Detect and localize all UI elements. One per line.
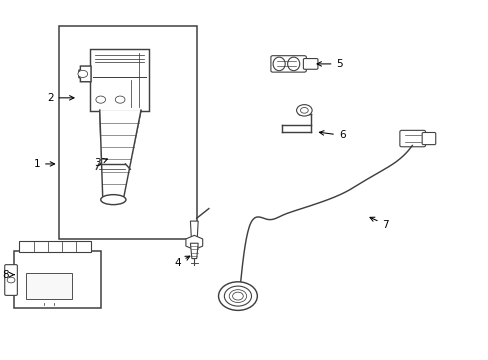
Circle shape xyxy=(232,292,243,300)
FancyBboxPatch shape xyxy=(421,132,435,145)
Circle shape xyxy=(7,277,15,283)
Text: 1: 1 xyxy=(33,159,55,169)
FancyBboxPatch shape xyxy=(14,251,101,307)
Circle shape xyxy=(300,108,307,113)
Bar xyxy=(59,26,196,239)
Polygon shape xyxy=(100,111,141,200)
Polygon shape xyxy=(79,66,91,82)
Circle shape xyxy=(224,286,251,306)
Circle shape xyxy=(296,105,311,116)
Text: 5: 5 xyxy=(316,59,343,69)
Circle shape xyxy=(78,70,87,77)
Ellipse shape xyxy=(272,57,285,71)
Text: 2: 2 xyxy=(47,93,74,103)
FancyBboxPatch shape xyxy=(5,265,17,296)
FancyBboxPatch shape xyxy=(270,56,305,72)
Polygon shape xyxy=(185,235,203,249)
Text: 4: 4 xyxy=(174,256,189,268)
Circle shape xyxy=(229,290,246,302)
FancyBboxPatch shape xyxy=(19,241,90,252)
Ellipse shape xyxy=(287,57,299,71)
FancyBboxPatch shape xyxy=(399,130,425,147)
FancyBboxPatch shape xyxy=(303,59,317,69)
Circle shape xyxy=(218,282,257,310)
Ellipse shape xyxy=(101,195,126,204)
Circle shape xyxy=(96,96,105,103)
Polygon shape xyxy=(190,221,198,239)
Text: 3: 3 xyxy=(94,158,107,168)
FancyBboxPatch shape xyxy=(90,49,149,111)
Text: 8: 8 xyxy=(2,270,14,280)
Text: 6: 6 xyxy=(319,130,345,140)
FancyBboxPatch shape xyxy=(26,273,72,298)
Polygon shape xyxy=(190,243,198,258)
Circle shape xyxy=(115,96,125,103)
Text: 7: 7 xyxy=(369,217,388,230)
